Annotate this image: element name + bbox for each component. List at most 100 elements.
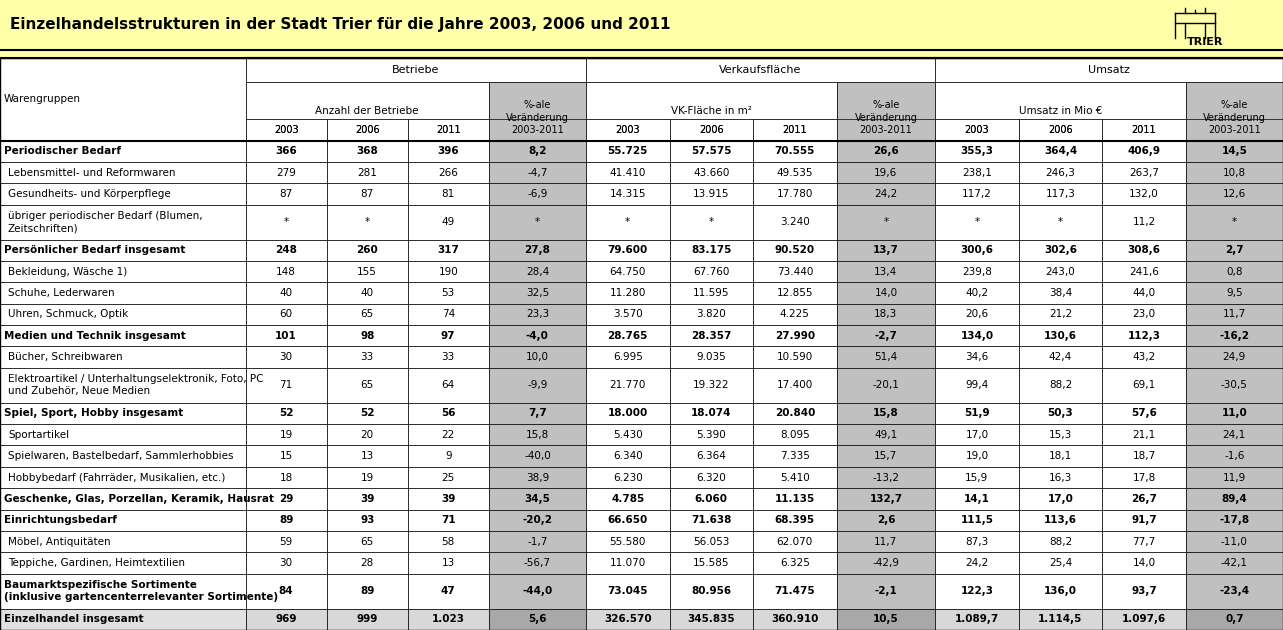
Text: Umsatz: Umsatz xyxy=(1088,65,1130,75)
Bar xyxy=(245,424,327,445)
Text: 8,2: 8,2 xyxy=(529,146,547,156)
Text: 26,7: 26,7 xyxy=(1132,494,1157,504)
Bar xyxy=(837,424,935,445)
Bar xyxy=(586,574,670,609)
Bar xyxy=(489,346,586,368)
Text: 15.585: 15.585 xyxy=(693,558,730,568)
Bar xyxy=(837,510,935,531)
Text: 2006: 2006 xyxy=(699,125,724,135)
Text: -40,0: -40,0 xyxy=(523,451,550,461)
Text: Persönlicher Bedarf insgesamt: Persönlicher Bedarf insgesamt xyxy=(4,245,185,255)
Bar xyxy=(327,553,408,574)
Text: 2003-2011: 2003-2011 xyxy=(860,125,912,135)
Text: 30: 30 xyxy=(280,558,293,568)
Text: 366: 366 xyxy=(276,146,298,156)
Text: 111,5: 111,5 xyxy=(961,515,993,525)
Bar xyxy=(586,162,670,183)
Bar xyxy=(670,119,753,140)
Text: -16,2: -16,2 xyxy=(1219,331,1250,341)
Text: 98: 98 xyxy=(361,331,375,341)
Text: 0,7: 0,7 xyxy=(1225,614,1243,624)
Bar xyxy=(1019,574,1102,609)
Text: 11,7: 11,7 xyxy=(874,537,898,547)
Bar xyxy=(0,325,245,346)
Bar xyxy=(1019,119,1102,140)
Text: 30: 30 xyxy=(280,352,293,362)
Text: 190: 190 xyxy=(439,266,458,277)
Text: 22: 22 xyxy=(441,430,455,440)
Bar xyxy=(935,304,1019,325)
Text: 64: 64 xyxy=(441,381,455,390)
Bar xyxy=(245,140,327,162)
Bar xyxy=(408,140,489,162)
Text: 13: 13 xyxy=(361,451,373,461)
Text: 17,8: 17,8 xyxy=(1133,472,1156,483)
Bar xyxy=(837,140,935,162)
Text: Einzelhandel insgesamt: Einzelhandel insgesamt xyxy=(4,614,144,624)
Text: *: * xyxy=(1232,217,1237,227)
Text: 3.240: 3.240 xyxy=(780,217,810,227)
Text: 79.600: 79.600 xyxy=(608,245,648,255)
Bar xyxy=(489,368,586,403)
Bar xyxy=(935,282,1019,304)
Bar xyxy=(1185,282,1283,304)
Text: 41.410: 41.410 xyxy=(609,168,645,178)
Bar xyxy=(586,553,670,574)
Text: 15,8: 15,8 xyxy=(526,430,549,440)
Bar xyxy=(670,140,753,162)
Bar xyxy=(327,282,408,304)
Bar xyxy=(837,261,935,282)
Text: 132,7: 132,7 xyxy=(870,494,902,504)
Bar xyxy=(327,467,408,488)
Bar xyxy=(245,574,327,609)
Text: 59: 59 xyxy=(280,537,293,547)
Text: 88,2: 88,2 xyxy=(1048,537,1073,547)
Text: Betriebe: Betriebe xyxy=(393,65,440,75)
Bar xyxy=(1019,119,1102,140)
Text: 6.230: 6.230 xyxy=(613,472,643,483)
Text: 6.320: 6.320 xyxy=(697,472,726,483)
Bar xyxy=(0,467,245,488)
Text: 130,6: 130,6 xyxy=(1044,331,1076,341)
Bar xyxy=(1185,531,1283,553)
Text: 57,6: 57,6 xyxy=(1132,408,1157,418)
Text: 21.770: 21.770 xyxy=(609,381,645,390)
Text: 11.070: 11.070 xyxy=(609,558,645,568)
Bar xyxy=(586,261,670,282)
Bar xyxy=(935,162,1019,183)
Text: 40,2: 40,2 xyxy=(965,288,988,298)
Text: 19: 19 xyxy=(361,472,373,483)
Text: 70.555: 70.555 xyxy=(775,146,815,156)
Bar xyxy=(670,346,753,368)
Bar xyxy=(489,609,586,630)
Bar xyxy=(0,50,1283,58)
Text: *: * xyxy=(535,217,540,227)
Bar xyxy=(586,424,670,445)
Bar xyxy=(753,445,837,467)
Text: 15,3: 15,3 xyxy=(1048,430,1073,440)
Bar xyxy=(327,424,408,445)
Text: 238,1: 238,1 xyxy=(962,168,992,178)
Bar xyxy=(245,119,327,140)
Text: -42,9: -42,9 xyxy=(872,558,899,568)
Text: 68.395: 68.395 xyxy=(775,515,815,525)
Text: 71: 71 xyxy=(441,515,455,525)
Bar xyxy=(1019,368,1102,403)
Text: 28.357: 28.357 xyxy=(692,331,731,341)
Bar xyxy=(670,239,753,261)
Bar xyxy=(489,119,586,140)
Text: 19: 19 xyxy=(280,430,293,440)
Bar xyxy=(408,424,489,445)
Text: 55.725: 55.725 xyxy=(608,146,648,156)
Text: -44,0: -44,0 xyxy=(522,586,553,596)
Text: *: * xyxy=(364,217,370,227)
Text: 18,1: 18,1 xyxy=(1048,451,1073,461)
Bar xyxy=(408,261,489,282)
Bar xyxy=(586,368,670,403)
Bar xyxy=(0,0,1283,50)
Text: 999: 999 xyxy=(357,614,378,624)
Bar xyxy=(586,325,670,346)
Bar xyxy=(837,304,935,325)
Bar xyxy=(0,58,245,140)
Bar xyxy=(1019,162,1102,183)
